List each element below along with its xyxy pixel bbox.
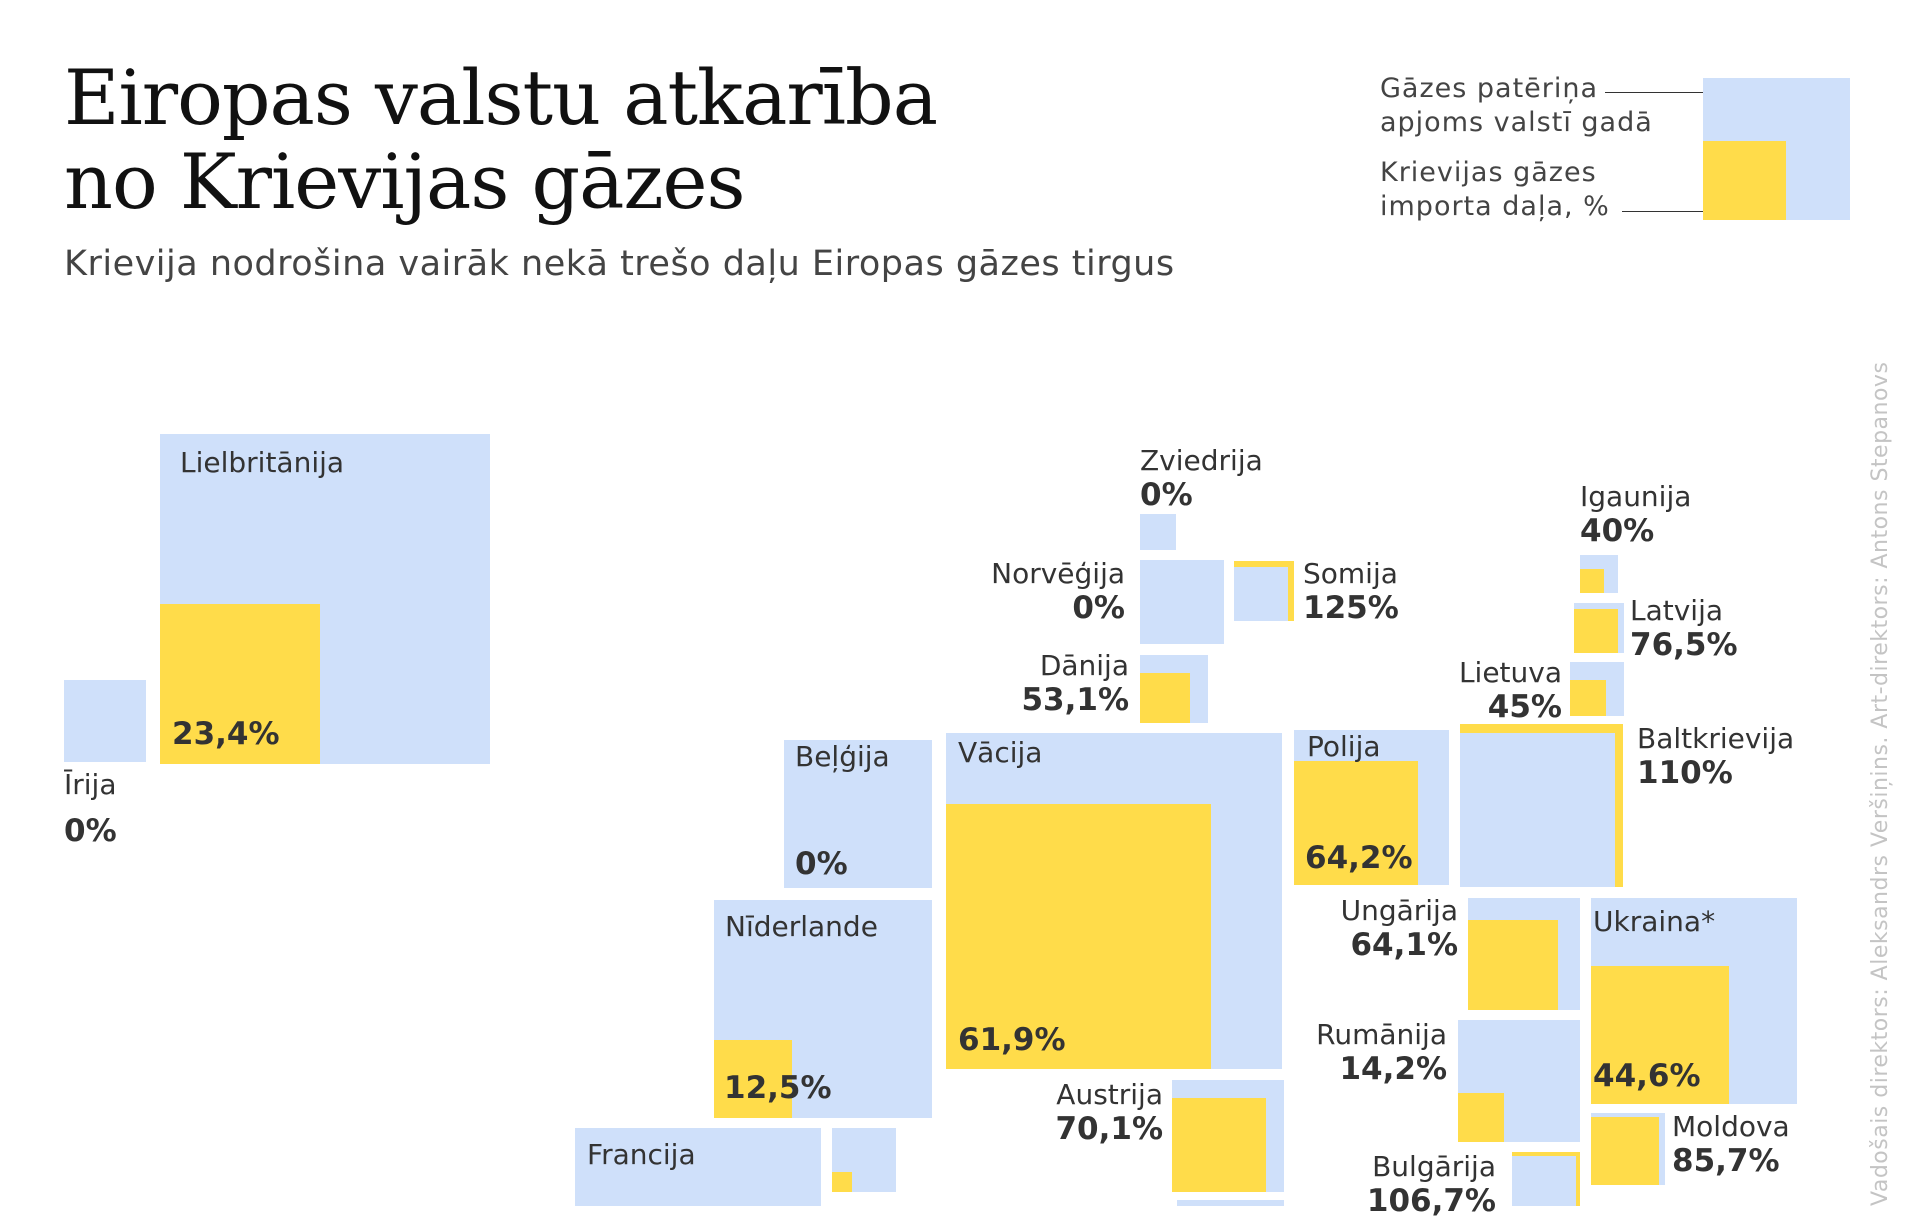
country-label: Austrija 70,1% — [1055, 1078, 1163, 1146]
consumption-square — [1512, 1156, 1576, 1206]
country-pct: 53,1% — [1021, 682, 1129, 718]
country-pct: 14,2% — [1339, 1051, 1447, 1087]
country-label: Norvēģija 0% — [991, 557, 1125, 625]
legend-import-square — [1703, 141, 1786, 220]
russian-share-square — [160, 604, 320, 764]
country-name: Ukraina* — [1593, 905, 1716, 938]
country-label: Rumānija 14,2% — [1316, 1018, 1447, 1086]
legend-consumption-line-2: apjoms valstī gadā — [1380, 107, 1653, 138]
country-label: Dānija 53,1% — [1021, 649, 1129, 717]
country-name: Norvēģija — [991, 557, 1125, 590]
legend-consumption-line-1: Gāzes patēriņa — [1380, 73, 1599, 104]
consumption-square — [575, 1128, 821, 1206]
legend-import-label: Krievijas gāzes importa daļa, % — [1380, 156, 1610, 224]
country-name: Nīderlande — [725, 910, 878, 943]
country-name: Beļģija — [795, 740, 890, 773]
country-square-partial — [1177, 1200, 1284, 1206]
page-subtitle: Krievija nodrošina vairāk nekā trešo daļ… — [64, 244, 1175, 284]
country-label: Bulgārija 106,7% — [1367, 1150, 1496, 1218]
country-label: Īrija 0% — [64, 768, 117, 848]
country-square-partial-share — [832, 1172, 852, 1192]
country-name: Igaunija — [1580, 480, 1692, 513]
country-pct: 45% — [1487, 689, 1562, 725]
russian-share-square — [1574, 609, 1618, 653]
country-name: Rumānija — [1316, 1018, 1447, 1051]
country-label: Zviedrija 0% — [1140, 444, 1263, 512]
country-pct: 0% — [1140, 477, 1193, 513]
country-pct: 106,7% — [1366, 1183, 1496, 1219]
title-line-1: Eiropas valstu atkarība — [64, 53, 938, 142]
country-label: Lietuva 45% — [1459, 656, 1562, 724]
country-name: Somija — [1303, 557, 1398, 590]
consumption-square — [784, 740, 932, 888]
legend-import-pointer — [1622, 211, 1727, 212]
country-name: Bulgārija — [1372, 1150, 1496, 1183]
country-label: Latvija 76,5% — [1630, 594, 1738, 662]
russian-share-square — [1468, 920, 1558, 1010]
country-name: Īrija — [64, 768, 117, 801]
country-pct: 12,5% — [724, 1070, 832, 1106]
country-name: Vācija — [958, 736, 1043, 769]
consumption-square — [1460, 733, 1615, 887]
country-name: Ungārija — [1340, 894, 1458, 927]
country-name: Polija — [1307, 730, 1381, 763]
country-pct: 76,5% — [1630, 627, 1738, 663]
country-pct: 70,1% — [1055, 1111, 1163, 1147]
russian-share-square — [1294, 761, 1418, 885]
country-name: Zviedrija — [1140, 444, 1263, 477]
country-pct: 64,2% — [1305, 840, 1413, 876]
russian-share-square — [1591, 1117, 1659, 1185]
country-pct: 23,4% — [172, 716, 280, 752]
legend-import-line-1: Krievijas gāzes — [1380, 157, 1597, 188]
legend-import-line-2: importa daļa, % — [1380, 191, 1610, 222]
legend-consumption-pointer — [1605, 92, 1727, 93]
legend-consumption-label: Gāzes patēriņa apjoms valstī gadā — [1380, 72, 1653, 140]
country-pct: 0% — [1072, 590, 1125, 626]
country-name: Moldova — [1672, 1110, 1790, 1143]
country-pct: 0% — [64, 813, 117, 849]
consumption-square — [1140, 514, 1176, 550]
country-label: Igaunija 40% — [1580, 480, 1691, 548]
country-name: Latvija — [1630, 594, 1724, 627]
country-name: Baltkrievija — [1637, 722, 1795, 755]
credits: Vadošais direktors: Aleksandrs Veršiņins… — [1868, 361, 1893, 1206]
country-pct: 125% — [1303, 590, 1399, 626]
russian-share-square — [1570, 680, 1606, 716]
country-pct: 110% — [1637, 755, 1733, 791]
country-pct: 0% — [795, 846, 848, 882]
russian-share-square — [1172, 1098, 1266, 1192]
russian-share-square — [1580, 569, 1604, 593]
consumption-square — [64, 680, 146, 762]
russian-share-square — [1591, 966, 1729, 1104]
russian-share-square — [714, 1040, 792, 1118]
consumption-square — [1140, 560, 1224, 644]
country-pct: 61,9% — [958, 1022, 1066, 1058]
country-label: Moldova 85,7% — [1672, 1110, 1790, 1178]
russian-share-square — [1458, 1093, 1504, 1142]
country-pct: 44,6% — [1593, 1058, 1701, 1094]
country-name: Dānija — [1039, 649, 1129, 682]
country-name: Francija — [587, 1138, 696, 1171]
country-pct: 64,1% — [1350, 927, 1458, 963]
country-name: Lielbritānija — [180, 446, 345, 479]
russian-share-square — [1140, 673, 1190, 723]
russian-share-square — [946, 804, 1211, 1069]
country-pct: 85,7% — [1672, 1143, 1780, 1179]
country-name: Austrija — [1056, 1078, 1163, 1111]
page-title: Eiropas valstu atkarība no Krievijas gāz… — [64, 53, 938, 226]
country-label: Somija 125% — [1303, 557, 1399, 625]
country-label: Ungārija 64,1% — [1341, 894, 1458, 962]
country-label: Baltkrievija 110% — [1637, 722, 1794, 790]
consumption-square — [1234, 567, 1288, 621]
country-name: Lietuva — [1458, 656, 1562, 689]
country-pct: 40% — [1580, 513, 1655, 549]
title-line-2: no Krievijas gāzes — [64, 137, 746, 226]
